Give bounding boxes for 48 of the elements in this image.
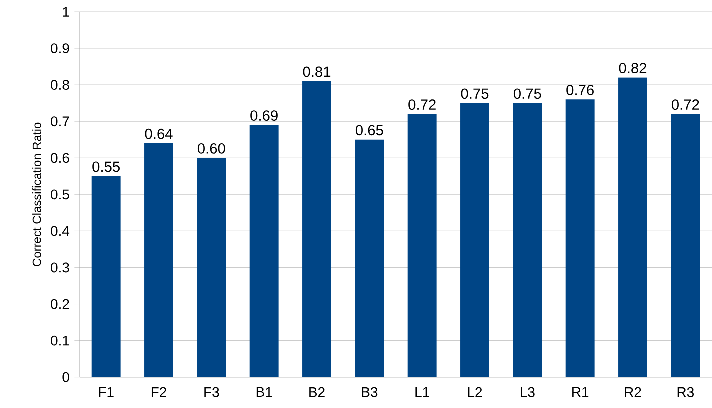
bar — [250, 125, 279, 378]
x-tick-label: R2 — [625, 387, 642, 398]
x-tick-label: B2 — [310, 387, 325, 398]
data-label: 0.64 — [145, 128, 173, 140]
bar — [566, 100, 595, 378]
x-tick-label: F3 — [204, 387, 220, 398]
bar — [92, 176, 121, 378]
data-label: 0.81 — [303, 66, 331, 78]
data-label: 0.82 — [619, 63, 647, 74]
data-label: 0.65 — [356, 125, 384, 136]
bar — [302, 81, 332, 378]
x-tick-label: F2 — [152, 387, 166, 398]
x-tick-label: B3 — [362, 387, 378, 398]
y-tick-label: 0.7 — [51, 116, 70, 127]
y-tick-label: 0.3 — [51, 262, 70, 273]
x-tick-label: B1 — [256, 387, 272, 398]
y-tick-label: 0.4 — [51, 226, 70, 236]
y-tick-label: 0.8 — [51, 80, 70, 90]
y-tick-label: 0.2 — [51, 299, 70, 310]
y-tick-label: 0.9 — [51, 44, 70, 54]
data-label: 0.60 — [198, 144, 226, 154]
data-label: 0.76 — [566, 85, 594, 96]
x-tick-label: R1 — [572, 387, 589, 398]
data-label: 0.72 — [408, 100, 436, 110]
y-tick-label: 0 — [62, 372, 70, 382]
y-axis-title: Correct Classification Ratio — [32, 122, 42, 266]
y-tick-label: 0.5 — [51, 190, 70, 200]
y-tick-label: 1 — [63, 7, 70, 17]
data-label: 0.75 — [514, 88, 542, 100]
data-label: 0.75 — [461, 88, 489, 100]
data-label: 0.69 — [250, 110, 278, 121]
bar — [408, 114, 437, 378]
bar — [513, 103, 542, 378]
data-label: 0.55 — [92, 162, 120, 172]
y-tick-label: 0.6 — [51, 153, 70, 164]
bar — [355, 140, 384, 378]
bar — [144, 144, 174, 378]
x-tick-label: L2 — [468, 387, 482, 398]
x-tick-label: L3 — [521, 387, 535, 398]
y-tick-label: 0.1 — [51, 336, 70, 346]
bar — [618, 78, 648, 378]
data-label: 0.72 — [672, 100, 700, 110]
x-tick-label: R3 — [678, 387, 694, 398]
x-tick-label: F1 — [99, 387, 114, 398]
bar — [460, 103, 490, 378]
bar — [671, 114, 700, 378]
x-tick-label: L1 — [416, 387, 430, 398]
bar — [197, 158, 226, 378]
